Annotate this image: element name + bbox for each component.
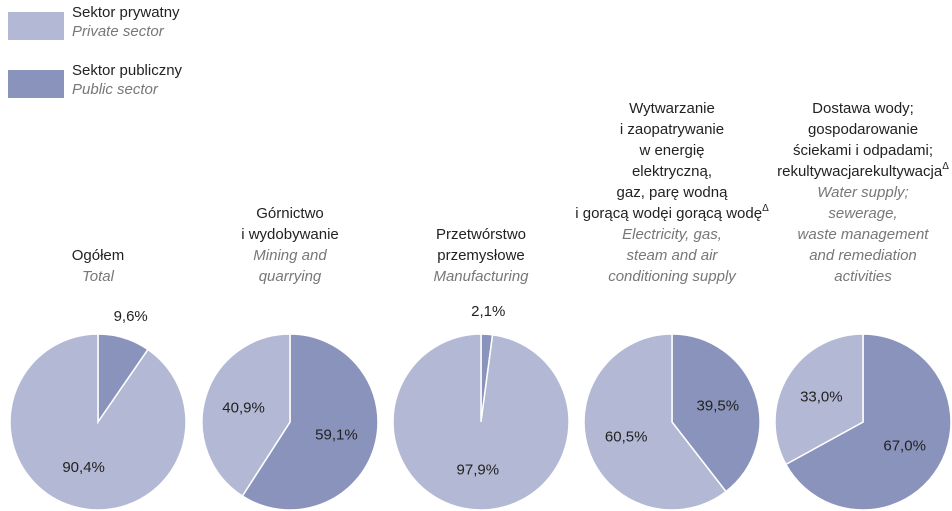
legend-label-en: Private sector: [72, 23, 165, 40]
value-label: 67,0%: [883, 438, 926, 455]
pie-title: gospodarowanie: [808, 121, 918, 138]
value-label: 2,1%: [471, 303, 505, 320]
pie-slice: [671, 333, 761, 493]
pie-title: gaz, parę wodną: [617, 184, 729, 201]
pie-slice: [9, 333, 187, 511]
pie-title: i gorącą wodęi gorącą wodęΔ: [575, 203, 769, 222]
value-label: 59,1%: [315, 427, 358, 444]
pie-title: i zaopatrywanie: [620, 121, 724, 138]
pie-slice: [784, 333, 952, 511]
value-label: 97,9%: [457, 461, 500, 478]
pie-subtitle: Total: [82, 268, 115, 285]
pie-title: w energię: [638, 142, 704, 159]
pie-title: rekultywacjarekultywacjaΔ: [777, 161, 949, 180]
pie-title-line: i gorącą wodę: [669, 205, 762, 222]
pie-slice: [241, 333, 379, 511]
value-label: 60,5%: [605, 429, 648, 446]
pie-title: Ogółem: [72, 247, 125, 264]
pie-subtitle: steam and air: [627, 247, 719, 264]
legend-label-en: Public sector: [72, 81, 159, 98]
pie-title: Wytwarzanie: [629, 100, 715, 117]
value-label: 39,5%: [697, 397, 740, 414]
pie-subtitle: Water supply;: [817, 184, 908, 201]
pie-slice: [201, 333, 291, 498]
pie-title: Przetwórstwo: [436, 226, 526, 243]
pie-slice: [774, 333, 864, 466]
legend-swatch: [8, 12, 64, 40]
pie-subtitle: Mining and: [253, 247, 327, 264]
pie-subtitle: and remediation: [809, 247, 917, 264]
pie-title-line: rekultywacja: [860, 163, 943, 180]
pie-title: i wydobywanie: [241, 226, 339, 243]
pie-subtitle: quarrying: [259, 268, 322, 285]
pie-subtitle: waste management: [798, 226, 930, 243]
pie-title: elektryczną,: [632, 163, 712, 180]
pie-subtitle: Manufacturing: [433, 268, 529, 285]
pie-title: przemysłowe: [437, 247, 525, 264]
pie-subtitle: Electricity, gas,: [622, 226, 722, 243]
pie-slice: [583, 333, 727, 511]
value-label: 90,4%: [62, 459, 105, 476]
legend-label: Sektor publiczny: [72, 62, 183, 79]
pie-title: ściekami i odpadami;: [793, 142, 933, 159]
pie-subtitle: conditioning supply: [608, 268, 737, 285]
title-note: Δ: [942, 161, 949, 172]
value-label: 33,0%: [800, 388, 843, 405]
pie-title: Dostawa wody;: [812, 100, 914, 117]
pie-slice: [392, 333, 570, 511]
legend-swatch: [8, 70, 64, 98]
title-note: Δ: [762, 203, 769, 214]
pie-subtitle: sewerage,: [828, 205, 897, 222]
pie-subtitle: activities: [834, 268, 892, 285]
value-label: 40,9%: [222, 399, 265, 416]
value-label: 9,6%: [114, 308, 148, 325]
pie-title: Górnictwo: [256, 205, 324, 222]
legend-label: Sektor prywatny: [72, 4, 180, 21]
